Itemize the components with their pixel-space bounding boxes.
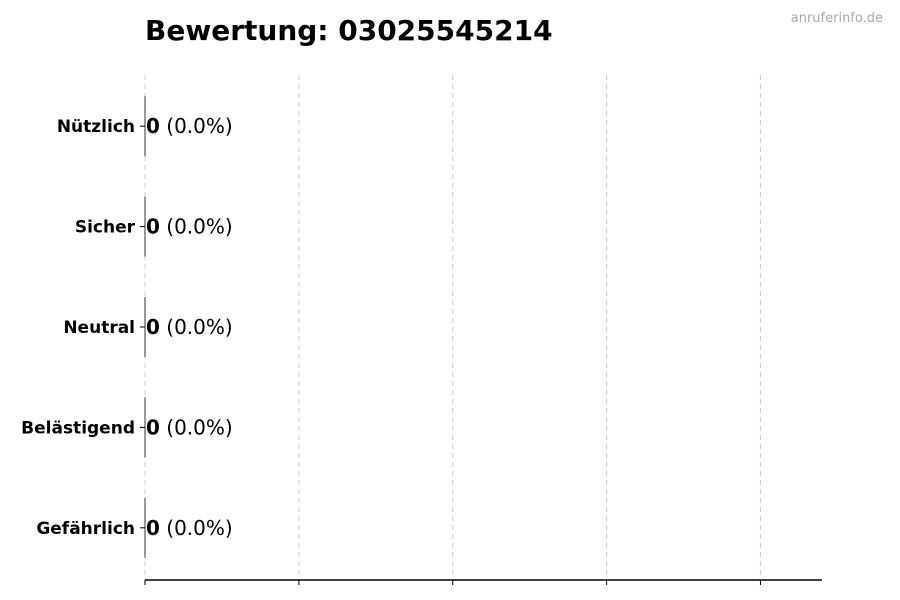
value-label: 0 (0.0%): [146, 516, 233, 540]
watermark: anruferinfo.de: [791, 11, 883, 26]
value-percent: (0.0%): [160, 114, 233, 138]
value-percent: (0.0%): [160, 315, 233, 339]
x-axis: [140, 125, 822, 585]
category-label: Nützlich: [57, 117, 135, 137]
value-label: 0 (0.0%): [146, 315, 233, 339]
value-count: 0: [146, 215, 160, 239]
value-label: 0 (0.0%): [146, 415, 233, 439]
value-label: 0 (0.0%): [146, 215, 233, 239]
value-count: 0: [146, 516, 160, 540]
chart-title: Bewertung: 03025545214: [145, 14, 553, 47]
value-count: 0: [146, 415, 160, 439]
category-label: Gefährlich: [36, 519, 135, 539]
labels: Nützlich 0 (0.0%) Sicher 0 (0.0%) Neutral 0 (…: [21, 114, 233, 540]
category-label: Sicher: [75, 218, 136, 238]
gridlines: [144, 75, 761, 580]
value-percent: (0.0%): [160, 415, 233, 439]
value-percent: (0.0%): [160, 516, 233, 540]
value-percent: (0.0%): [160, 215, 233, 239]
value-count: 0: [146, 315, 160, 339]
category-label: Neutral: [63, 318, 135, 338]
value-label: 0 (0.0%): [146, 114, 233, 138]
category-label: Belästigend: [21, 418, 135, 438]
value-count: 0: [146, 114, 160, 138]
